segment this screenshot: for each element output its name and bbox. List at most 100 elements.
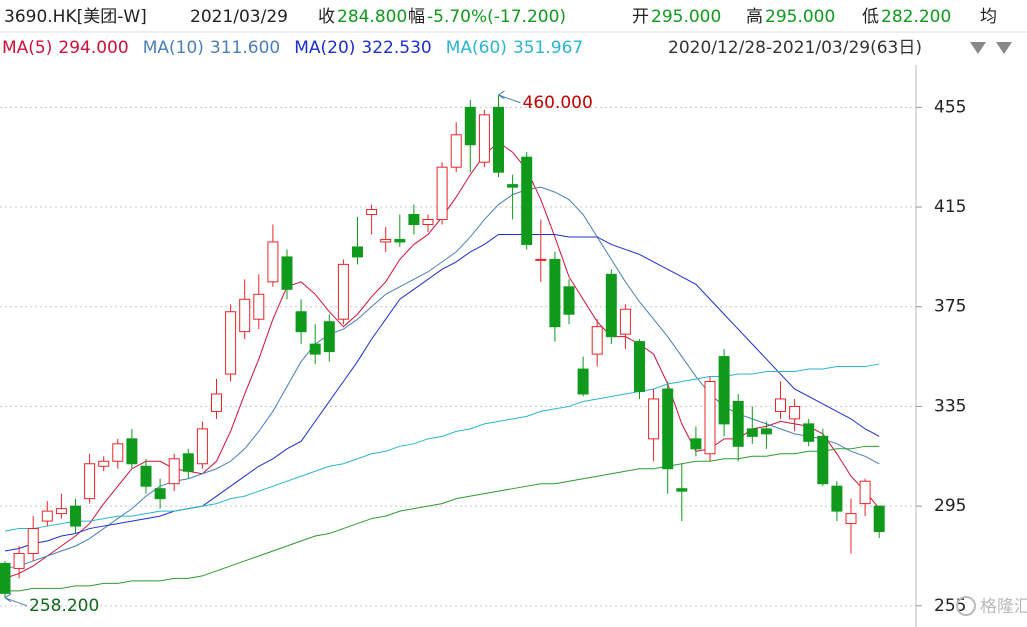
legend-name: MA(10) (143, 38, 204, 58)
candle-body (182, 453, 194, 472)
candle-body (464, 106, 476, 146)
legend-name: MA(60) (446, 38, 507, 58)
candle-body (337, 263, 349, 320)
candle-body (309, 343, 321, 355)
ma-line (4, 186, 880, 569)
legend-value: 311.600 (210, 38, 280, 58)
candle-body (253, 293, 265, 320)
candle-body (380, 238, 392, 243)
candle-body (873, 505, 885, 533)
header-label: 开 (632, 7, 649, 27)
candle-body (13, 552, 25, 569)
candle-body (140, 465, 152, 487)
candle-body (450, 134, 462, 168)
candle-body (577, 368, 589, 395)
ma-line (4, 363, 880, 532)
candle-body (126, 438, 138, 465)
legend-name: MA(5) (2, 38, 52, 58)
candle-body (436, 166, 448, 221)
candle-body (521, 156, 533, 245)
candle-body (295, 311, 307, 333)
annotation-arrow (498, 90, 521, 104)
candle-body (408, 214, 420, 226)
candle-body (225, 311, 237, 375)
candle-body (281, 256, 293, 290)
candle-body (239, 298, 251, 333)
legend-value: 322.530 (361, 38, 431, 58)
candle-body (112, 443, 124, 462)
candle-body (619, 308, 631, 335)
candle-body (845, 513, 857, 525)
candle-body (211, 393, 222, 412)
candle-body (549, 258, 561, 328)
header-label: 幅 (408, 7, 425, 27)
header-value: -5.70%(-17.200) (427, 7, 566, 27)
candle-body (70, 505, 81, 527)
candle-body (493, 106, 504, 173)
ma-line (5, 445, 880, 592)
annotation-label: 258.200 (29, 596, 99, 616)
candle-body (789, 405, 801, 420)
candle-body (267, 241, 279, 283)
annotation-arrow (4, 593, 28, 607)
candle-body (760, 428, 772, 435)
candle-body (634, 341, 645, 392)
legend-value: 294.000 (58, 38, 128, 58)
chart-title: 3690.HK[美团-W] (4, 7, 147, 27)
candle-body (591, 326, 603, 355)
watermark: 格隆汇 (980, 597, 1027, 617)
candle-body (154, 488, 166, 500)
y-tick-label: 455 (934, 97, 966, 117)
watermark-icon (956, 596, 976, 616)
header-label: 高 (746, 7, 763, 27)
candle-body (803, 423, 815, 442)
candle-body (352, 246, 363, 258)
header-value: 295.000 (651, 7, 721, 27)
candle-body (168, 458, 180, 485)
header-label: 2021/03/29 (190, 7, 288, 27)
candle-body (196, 428, 208, 465)
candle-body (662, 388, 674, 470)
header-value: 282.200 (881, 7, 951, 27)
candle-body (831, 485, 843, 512)
candle-body (732, 400, 744, 447)
candle-body (676, 488, 688, 492)
candle-body (817, 435, 829, 485)
y-tick-label: 375 (934, 297, 966, 317)
candle-body (775, 398, 786, 412)
legend-value: 351.967 (513, 38, 583, 58)
candle-body (563, 286, 575, 315)
candle-body (507, 184, 519, 188)
header-value: 284.800 (337, 7, 407, 27)
candle-body (84, 463, 96, 500)
candle-body (690, 438, 702, 450)
candle-body (422, 219, 434, 226)
header-label: 低 (862, 7, 879, 27)
y-tick-label: 295 (934, 496, 966, 516)
candle-body (0, 562, 11, 594)
header-label: 收 (318, 7, 335, 27)
header-value: 295.000 (765, 7, 835, 27)
y-tick-label: 335 (934, 396, 966, 416)
ma-line (4, 233, 880, 552)
candle-body (746, 428, 758, 437)
annotation-label: 460.000 (523, 93, 593, 113)
y-tick-label: 415 (934, 197, 966, 217)
candle-body (27, 528, 39, 554)
range-label: 2020/12/28-2021/03/29(63日) (668, 38, 922, 58)
candle-body (366, 209, 378, 216)
candle-body (535, 258, 547, 261)
candle-body (98, 460, 110, 467)
candle-body (648, 398, 660, 440)
header-label: 均 (980, 7, 997, 27)
candle-body (718, 356, 730, 425)
candle-body (323, 321, 335, 353)
candle-body (478, 114, 490, 163)
candle-body (859, 480, 871, 505)
dropdown-arrow (970, 42, 986, 54)
dropdown-arrow (996, 42, 1012, 54)
candle-body (704, 381, 716, 455)
candle-body (605, 273, 617, 338)
candle-body (41, 510, 53, 522)
